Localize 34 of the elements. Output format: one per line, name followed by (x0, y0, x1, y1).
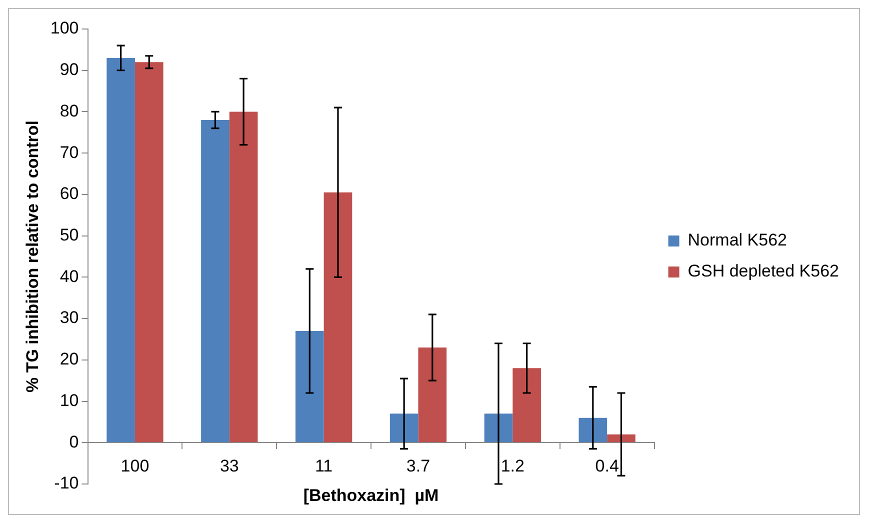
legend-label: GSH depleted K562 (688, 262, 840, 281)
x-tick-label: 3.7 (406, 456, 430, 476)
y-tick-label: 30 (60, 308, 79, 328)
y-tick-label: 80 (60, 101, 79, 120)
bar (578, 418, 608, 442)
x-tick-label: 33 (220, 456, 239, 476)
bar (390, 414, 418, 442)
x-tick-label: 100 (120, 456, 150, 476)
y-tick-label: 90 (60, 60, 79, 80)
bar (512, 368, 541, 442)
bar (295, 330, 324, 442)
bar (418, 348, 447, 442)
x-tick-label: 0.4 (595, 456, 619, 476)
y-tick-label: 10 (60, 390, 79, 410)
bar (134, 62, 164, 442)
bar (229, 112, 258, 442)
y-tick-label: 50 (60, 226, 79, 245)
x-tick-label: 11 (314, 456, 333, 476)
y-tick-label: 100 (50, 18, 79, 38)
bar (484, 414, 513, 442)
y-tick-label: 70 (60, 142, 79, 162)
y-tick-label: 0 (69, 432, 79, 452)
bar (106, 58, 135, 442)
y-tick-label: 40 (60, 266, 79, 286)
bar (324, 192, 352, 442)
y-tick-label: 20 (60, 350, 79, 369)
x-axis-title: [Bethoxazin] µM (303, 486, 439, 506)
y-tick-label: 60 (60, 184, 79, 204)
y-axis-title: % TG inhibition relative to control (22, 120, 42, 393)
bar (607, 434, 636, 442)
legend-label: Normal K562 (688, 230, 788, 250)
x-tick-label: 1.2 (500, 456, 524, 476)
bar (201, 120, 230, 442)
y-tick-label: -10 (54, 474, 79, 493)
